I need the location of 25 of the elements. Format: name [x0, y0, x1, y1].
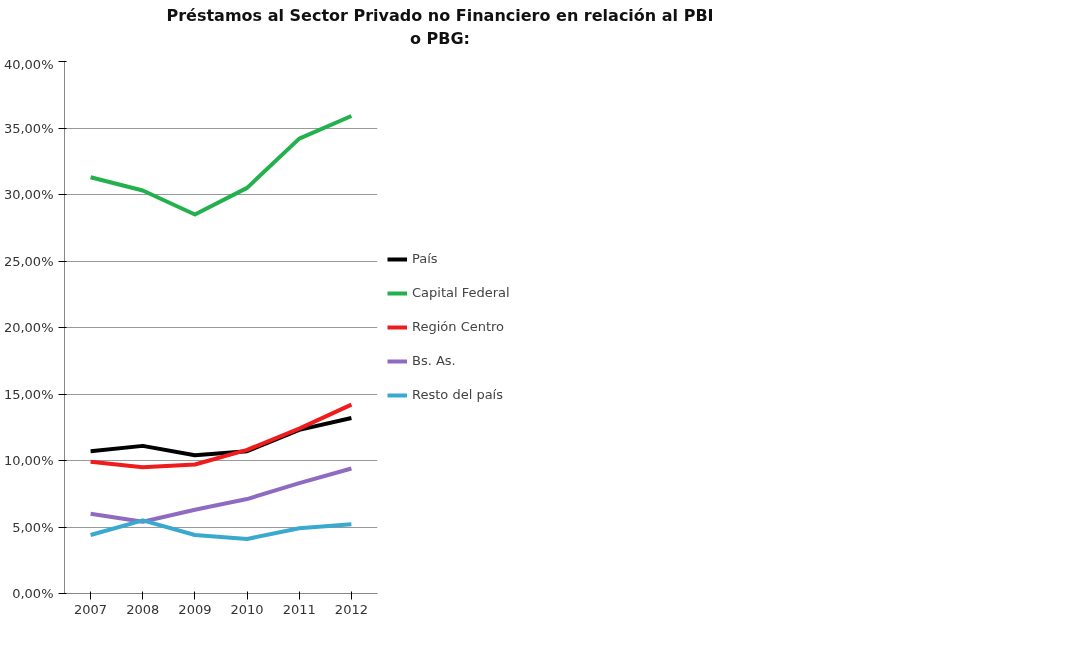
x-tick-label: 2010 — [230, 601, 264, 617]
y-tick-label: 5,00% — [12, 519, 54, 535]
line-series — [88, 402, 354, 469]
y-tick-label: 0,00% — [12, 585, 54, 601]
x-tick-label: 2012 — [334, 601, 368, 617]
x-tick-label: 2011 — [282, 601, 316, 617]
y-tick-label: 35,00% — [3, 120, 54, 136]
x-tick-label: 2008 — [126, 601, 160, 617]
legend-label: Capital Federal — [412, 285, 510, 301]
y-tick-label: 30,00% — [3, 186, 54, 202]
line-series — [88, 518, 354, 541]
line-series — [88, 113, 354, 217]
text: Préstamos al Sector Privado no Financiero en relación al PBI o PBG: — [166, 5, 714, 50]
legend-label: Bs. As. — [412, 353, 456, 369]
legend-label: País — [412, 251, 438, 267]
legend-label: Resto del país — [412, 387, 503, 403]
x-tick-label: 2007 — [74, 601, 108, 617]
y-tick-label: 20,00% — [3, 319, 54, 335]
y-tick-label: 40,00% — [3, 56, 54, 72]
y-tick-label: 15,00% — [3, 386, 54, 402]
legend-label: Región Centro — [412, 319, 505, 335]
line-series — [88, 466, 354, 524]
y-tick-label: 25,00% — [3, 253, 54, 269]
x-tick-label: 2009 — [178, 601, 212, 617]
y-tick-label: 10,00% — [3, 452, 54, 468]
